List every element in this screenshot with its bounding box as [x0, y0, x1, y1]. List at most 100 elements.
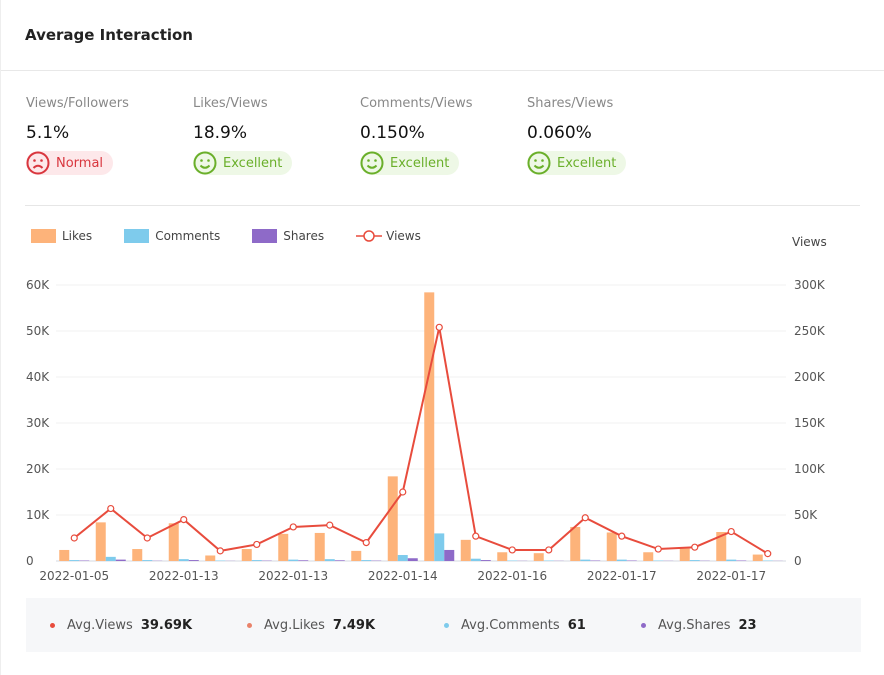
- chart-legend: Likes Comments Shares Views: [31, 229, 453, 243]
- legend-item-views[interactable]: Views: [356, 229, 421, 243]
- bar-likes: [497, 552, 508, 561]
- views-point: [545, 546, 553, 554]
- bar-likes: [241, 549, 252, 561]
- stat-value: 0.060%: [527, 123, 592, 143]
- legend-item-shares[interactable]: Shares: [252, 229, 324, 243]
- bar-comments: [397, 555, 408, 561]
- bar-likes: [168, 523, 179, 561]
- dot-icon: [444, 622, 449, 628]
- summary-value: 39.69K: [140, 617, 193, 633]
- bar-shares: [188, 560, 199, 561]
- stat-value: 5.1%: [26, 123, 70, 143]
- summary-avg-likes: Avg.Likes 7.49K: [247, 618, 420, 633]
- rating-badge: Excellent: [527, 151, 627, 175]
- x-tick-label: 2022-01-17: [696, 569, 766, 583]
- bar-shares: [444, 549, 455, 561]
- stat-likes-views: Likes/Views 18.9% Excellent: [193, 96, 293, 179]
- views-point: [654, 545, 662, 553]
- legend-item-likes[interactable]: Likes: [31, 229, 92, 243]
- views-point: [764, 550, 772, 558]
- y-right-tick-label: 200K: [794, 370, 826, 384]
- legend-item-comments[interactable]: Comments: [124, 229, 220, 243]
- bar-likes: [95, 522, 106, 561]
- bar-comments: [178, 559, 189, 561]
- legend-label: Views: [386, 229, 421, 243]
- smile-face-icon: [360, 151, 384, 175]
- bar-likes: [606, 532, 617, 561]
- bar-likes: [679, 548, 690, 561]
- bar-likes: [205, 555, 216, 561]
- y-right-tick-label: 50K: [794, 508, 818, 522]
- y-right-tick-label: 0: [794, 554, 802, 568]
- bar-shares: [407, 558, 418, 561]
- summary-avg-shares: Avg.Shares 23: [641, 618, 814, 633]
- summary-label: Avg.Views: [67, 617, 133, 633]
- y-right-tick-label: 100K: [794, 462, 826, 476]
- bar-likes: [314, 532, 325, 561]
- legend-swatch: [124, 229, 150, 243]
- bar-likes: [460, 539, 471, 561]
- x-tick-label: 2022-01-05: [39, 569, 109, 583]
- dot-icon: [50, 622, 55, 628]
- bar-likes: [570, 526, 581, 561]
- bar-comments: [616, 559, 627, 561]
- views-point: [253, 540, 261, 549]
- dot-icon: [247, 622, 252, 628]
- views-point: [326, 521, 334, 529]
- legend-label: Comments: [155, 229, 221, 243]
- bar-comments: [105, 556, 116, 561]
- bar-comments: [69, 560, 80, 561]
- bar-shares: [480, 560, 491, 561]
- y-left-tick-label: 30K: [26, 416, 50, 430]
- bar-likes: [752, 554, 763, 561]
- stat-comments-views: Comments/Views 0.150% Excellent: [360, 96, 472, 179]
- summary-label: Avg.Shares: [658, 617, 731, 633]
- x-tick-label: 2022-01-16: [477, 569, 547, 583]
- stat-value: 18.9%: [193, 123, 248, 143]
- x-tick-label: 2022-01-14: [368, 569, 438, 583]
- right-axis-title: Views: [792, 235, 827, 249]
- bar-shares: [115, 559, 126, 561]
- views-point: [107, 504, 115, 513]
- rating-text: Excellent: [223, 155, 283, 171]
- summary-bar: Avg.Views 39.69K Avg.Likes 7.49K Avg.Comme…: [26, 598, 861, 652]
- views-point: [70, 534, 78, 542]
- interaction-chart: 0 10K 20K 30K 40K 50K 60K 0 50K 100K 150K 200K 250K 3…: [26, 278, 826, 583]
- summary-avg-views: Avg.Views 39.69K: [50, 618, 223, 633]
- bar-comments: [251, 560, 262, 561]
- sad-face-icon: [26, 151, 50, 175]
- line-marker-icon: [356, 230, 383, 242]
- views-point: [216, 547, 224, 555]
- bar-comments: [689, 560, 700, 561]
- card-title: Average Interaction: [25, 26, 193, 44]
- bar-likes: [643, 552, 654, 561]
- legend-label: Shares: [283, 229, 325, 243]
- stat-label: Comments/Views: [360, 96, 473, 111]
- views-point: [581, 514, 589, 522]
- bar-likes: [59, 549, 70, 561]
- x-tick-label: 2022-01-13: [258, 569, 328, 583]
- bar-comments: [288, 559, 299, 561]
- views-point: [727, 527, 735, 536]
- y-left-tick-label: 50K: [26, 324, 50, 338]
- summary-label: Avg.Likes: [264, 617, 325, 633]
- views-point: [435, 323, 443, 331]
- legend-swatch: [31, 229, 56, 243]
- y-left-tick-label: 60K: [26, 278, 50, 292]
- bar-shares: [298, 560, 309, 561]
- stat-shares-views: Shares/Views 0.060% Excellent: [527, 96, 627, 179]
- views-point: [143, 534, 151, 542]
- rating-text: Excellent: [390, 155, 450, 171]
- bar-likes: [424, 292, 435, 561]
- bar-comments: [580, 559, 591, 561]
- legend-swatch: [252, 229, 278, 243]
- stat-label: Views/Followers: [26, 96, 129, 111]
- summary-value: 7.49K: [332, 617, 376, 633]
- legend-label: Likes: [62, 229, 93, 243]
- divider: [25, 205, 860, 206]
- bar-comments: [434, 533, 445, 561]
- bar-comments: [324, 559, 335, 561]
- stat-views-followers: Views/Followers 5.1% Normal: [26, 96, 129, 179]
- summary-avg-comments: Avg.Comments 61: [444, 618, 617, 633]
